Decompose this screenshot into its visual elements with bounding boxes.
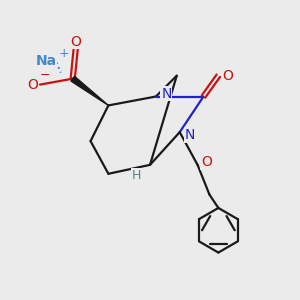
- Text: O: O: [222, 69, 233, 83]
- Text: O: O: [70, 34, 81, 49]
- Text: O: O: [27, 78, 38, 92]
- Text: O: O: [201, 155, 212, 169]
- Text: N: N: [185, 128, 195, 142]
- Text: −: −: [39, 69, 50, 82]
- Polygon shape: [71, 76, 108, 105]
- Text: N: N: [161, 86, 172, 100]
- Text: H: H: [132, 169, 141, 182]
- Text: +: +: [58, 47, 69, 60]
- Text: Na: Na: [35, 54, 56, 68]
